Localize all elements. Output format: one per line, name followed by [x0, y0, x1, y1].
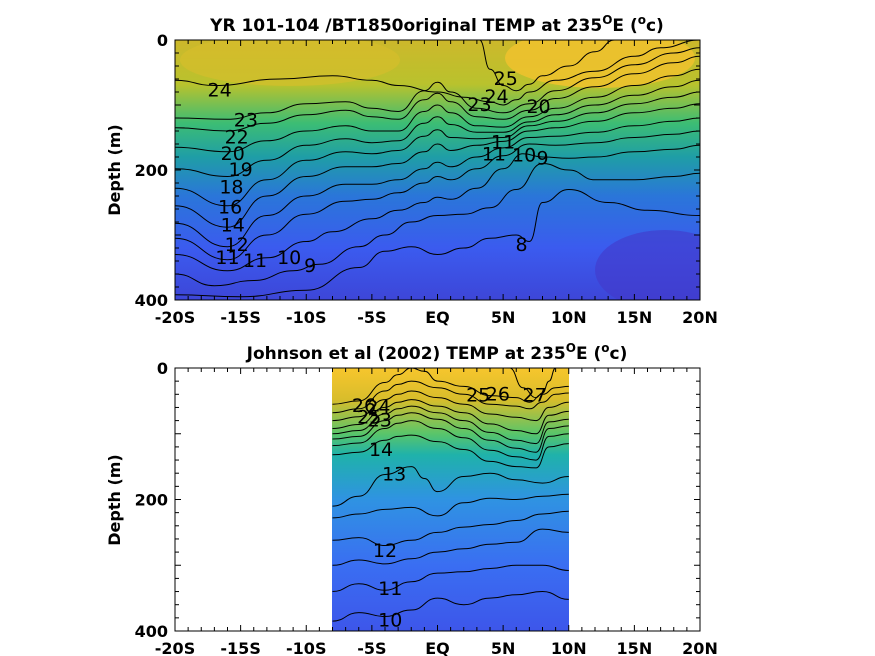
bottom-x-tick-label: 10N	[551, 639, 587, 656]
bottom-contour-line-13	[332, 466, 569, 507]
bottom-contour-line-12	[332, 510, 569, 547]
top-y-tick-label: 400	[135, 291, 168, 310]
bottom-contour-line-25	[332, 380, 569, 414]
top-contour-label: 9	[304, 255, 316, 277]
top-contour-label: 22	[225, 127, 249, 149]
top-contour-label: 8	[515, 234, 527, 256]
top-contour-line-25	[479, 40, 615, 92]
top-contour-line-8	[175, 188, 700, 298]
top-x-tick-label: -20S	[155, 308, 195, 327]
bottom-contour-label: 25	[357, 406, 381, 428]
bottom-contour-label: 27	[523, 385, 547, 407]
bottom-chart-title: Johnson et al (2002) TEMP at 235OE (oc)	[246, 341, 628, 364]
bottom-contour-label: 24	[366, 396, 390, 418]
top-contour-line-9	[175, 162, 700, 287]
top-contour-line-22	[175, 55, 700, 132]
bottom-y-tick-label: 0	[157, 359, 168, 378]
top-contour-label: 12	[225, 234, 249, 256]
top-x-tick-label: -15S	[220, 308, 260, 327]
bottom-panel: Johnson et al (2002) TEMP at 235OE (oc) …	[105, 341, 718, 656]
bottom-x-tick-label: -5S	[357, 639, 386, 656]
bottom-contour-line-24	[332, 390, 569, 422]
bottom-contour-label: 26	[486, 383, 510, 405]
bottom-x-tick-label: 15N	[617, 639, 653, 656]
top-y-tick-label: 200	[135, 161, 168, 180]
top-y-axis-label: Depth (m)	[105, 124, 124, 216]
bottom-contour-label: 12	[373, 540, 397, 562]
top-contour-label: 24	[208, 80, 232, 102]
bottom-contour-line-12.5	[332, 493, 569, 519]
top-axes: -20S -15S -10S -5S EQ 5N 10N 15N 20N 0 200 400	[135, 31, 718, 327]
top-contour-line-12	[175, 117, 700, 248]
top-contour-label: 24	[484, 86, 508, 108]
top-x-tick-label: 10N	[551, 308, 587, 327]
bottom-x-tick-label: -15S	[220, 639, 260, 656]
bottom-contour-line-11.5	[332, 528, 569, 566]
bottom-contour-line-16	[332, 420, 569, 461]
top-contour-label: 11	[491, 132, 515, 154]
top-contour-label: 10	[512, 145, 536, 167]
bottom-contour-line-14	[332, 434, 569, 469]
bottom-contour-label: 11	[378, 578, 402, 600]
top-contour-label: 19	[229, 159, 253, 181]
bottom-x-tick-label: -10S	[286, 639, 326, 656]
bottom-contour-lines	[332, 368, 569, 622]
top-contour-label: 9	[536, 147, 548, 169]
top-contour-label: 10	[277, 247, 301, 269]
top-contour-line-24	[175, 40, 700, 106]
top-contour-line-10	[175, 144, 700, 272]
bottom-contour-label: 26	[352, 395, 376, 417]
top-contour-label: 11	[215, 247, 239, 269]
bottom-contour-line-11	[332, 564, 569, 592]
top-contour-label: 16	[218, 197, 242, 219]
bottom-axes: -20S -15S -10S -5S EQ 5N 10N 15N 20N 0 200 400	[135, 359, 718, 656]
top-contour-label: 18	[219, 177, 243, 199]
bottom-x-tick-label: EQ	[425, 639, 450, 656]
bottom-contour-label: 10	[378, 609, 402, 631]
bottom-contour-line-18	[332, 412, 569, 453]
bottom-x-tick-label: 5N	[491, 639, 516, 656]
top-chart-title: YR 101-104 /BT1850original TEMP at 235OE…	[209, 13, 664, 36]
top-contour-line-14	[175, 103, 700, 228]
top-contour-label: 20	[221, 143, 245, 165]
bottom-y-axis-label: Depth (m)	[105, 454, 124, 546]
bottom-contour-line-10	[332, 590, 569, 622]
top-x-tick-label: EQ	[425, 308, 450, 327]
top-panel: YR 101-104 /BT1850original TEMP at 235OE…	[105, 13, 718, 327]
top-contour-line-20	[175, 68, 700, 153]
bottom-x-tick-label: 20N	[682, 639, 718, 656]
top-contour-line-11	[175, 130, 700, 261]
top-x-tick-label: 20N	[682, 308, 718, 327]
top-x-tick-label: 5N	[491, 308, 516, 327]
bottom-y-tick-label: 400	[135, 622, 168, 641]
bottom-contour-line-26	[332, 368, 569, 405]
top-contour-label: 14	[221, 214, 245, 236]
top-contour-label: 23	[467, 94, 491, 116]
top-x-tick-label: -5S	[357, 308, 386, 327]
top-x-tick-label: 15N	[617, 308, 653, 327]
bottom-contour-label: 23	[368, 410, 392, 432]
top-contour-label: 23	[234, 110, 258, 132]
bottom-y-tick-label: 200	[135, 491, 168, 510]
top-y-tick-label: 0	[157, 31, 168, 50]
top-contour-label: 11	[243, 250, 267, 272]
bottom-x-tick-label: -20S	[155, 639, 195, 656]
bottom-contour-label: 13	[382, 464, 406, 486]
top-contour-lines	[175, 40, 700, 298]
top-contour-line-23	[175, 47, 700, 120]
top-contour-line-16	[175, 91, 700, 207]
bottom-contour-label: 14	[369, 439, 393, 461]
top-contour-label: 25	[494, 68, 518, 90]
top-x-tick-label: -10S	[286, 308, 326, 327]
bottom-contour-label: 25	[466, 385, 490, 407]
bottom-contour-line-20	[332, 405, 569, 445]
top-contour-label: 20	[526, 96, 550, 118]
top-contour-line-18	[175, 79, 700, 178]
top-contour-label: 11	[482, 143, 506, 165]
bottom-contour-line-22	[332, 399, 569, 435]
